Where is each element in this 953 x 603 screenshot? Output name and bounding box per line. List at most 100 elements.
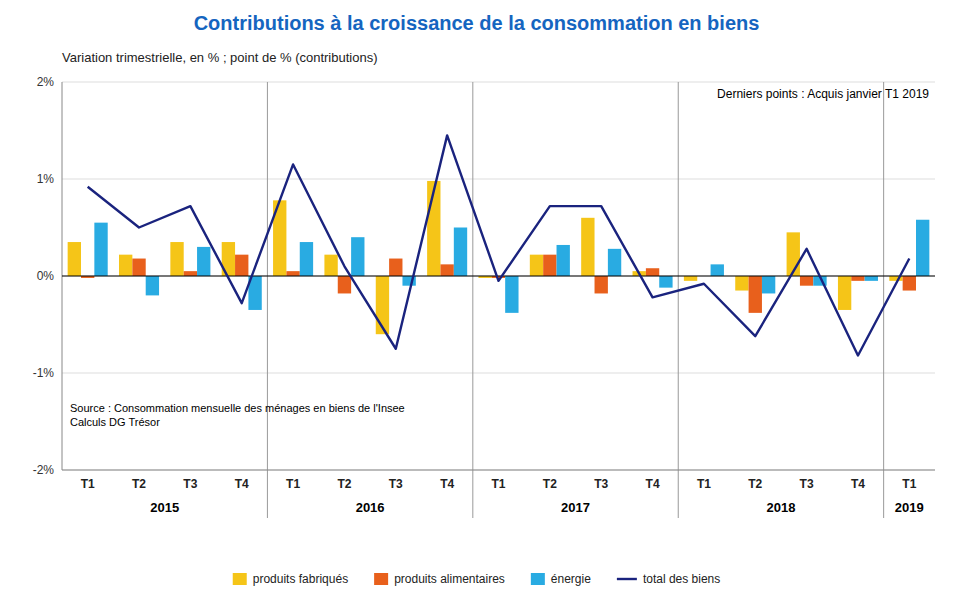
x-axis-line	[62, 470, 935, 471]
x-tick-label: T1	[491, 477, 505, 491]
bar	[170, 242, 183, 276]
legend-label: énergie	[551, 572, 591, 586]
y-tick-label: -1%	[33, 366, 55, 380]
x-tick-label: T3	[800, 477, 814, 491]
bar	[838, 276, 851, 310]
bar	[543, 255, 556, 276]
grid-line	[62, 276, 935, 277]
y-tick-label: 1%	[37, 172, 55, 186]
bar	[557, 245, 570, 276]
bar	[646, 268, 659, 276]
bar	[286, 271, 299, 276]
source-line: Calculs DG Trésor	[70, 416, 160, 428]
subtitle: Variation trimestrielle, en % ; point de…	[62, 50, 378, 65]
bar	[735, 276, 748, 291]
bar	[865, 276, 878, 281]
x-tick-label: T1	[81, 477, 95, 491]
x-tick-label: T4	[235, 477, 249, 491]
bar	[851, 276, 864, 281]
bar	[184, 271, 197, 276]
grid-line	[62, 470, 935, 471]
grid-line	[62, 82, 935, 83]
bar-series	[68, 181, 903, 334]
group-label: 2019	[895, 500, 924, 515]
legend-swatch	[374, 573, 388, 585]
y-tick-label: -2%	[33, 463, 55, 477]
legend-label: total des biens	[643, 572, 720, 586]
legend-swatch	[531, 573, 545, 585]
group-divider	[883, 82, 884, 518]
bar	[146, 276, 159, 295]
page: {"chart_data": { "type": "bar", "title":…	[0, 0, 953, 603]
grid	[62, 82, 935, 470]
group-label: 2016	[356, 500, 385, 515]
group-divider	[678, 82, 679, 518]
bar	[903, 276, 916, 291]
legend-item: produits fabriqués	[233, 572, 348, 586]
x-axis: T1 T2 T3 T4 T1 T2 T3 T4 T1 T2 T3 T4 T1 T2 T3 T4 T1 2015 20…	[81, 477, 924, 515]
bar	[684, 276, 697, 281]
chart: Contributions à la croissance de la cons…	[0, 0, 953, 603]
bar	[800, 276, 813, 286]
bar	[916, 220, 929, 276]
x-tick-label: T1	[697, 477, 711, 491]
source: Source : Consommation mensuelle des ména…	[70, 402, 405, 428]
bar	[530, 255, 543, 276]
x-tick-label: T1	[286, 477, 300, 491]
x-tick-label: T2	[543, 477, 557, 491]
bar	[68, 242, 81, 276]
group-divider	[472, 82, 473, 518]
y-tick-label: 0%	[37, 269, 55, 283]
bar	[351, 237, 364, 276]
x-tick-label: T2	[748, 477, 762, 491]
bar	[749, 276, 762, 313]
bar	[505, 276, 518, 313]
legend: produits fabriqués produits alimentaires é…	[233, 572, 721, 586]
source-line: Source : Consommation mensuelle des ména…	[70, 402, 405, 414]
bar	[300, 242, 313, 276]
legend-item: produits alimentaires	[374, 572, 505, 586]
bar	[659, 276, 672, 288]
y-tick-label: 2%	[37, 75, 55, 89]
title: Contributions à la croissance de la cons…	[194, 12, 760, 34]
bar	[324, 255, 337, 276]
bar	[608, 249, 621, 276]
legend-label: produits fabriqués	[253, 572, 348, 586]
plot-data	[62, 135, 935, 355]
line	[88, 135, 910, 355]
legend-item: énergie	[531, 572, 591, 586]
zero-line	[62, 275, 935, 276]
bar	[197, 247, 210, 276]
x-tick-label: T3	[183, 477, 197, 491]
x-tick-label: T4	[646, 477, 660, 491]
group-divider	[267, 82, 268, 518]
bar	[711, 264, 724, 276]
legend-swatch	[233, 573, 247, 585]
x-tick-label: T3	[389, 477, 403, 491]
x-tick-label: T2	[132, 477, 146, 491]
y-axis: -2% -1% 0% 1% 2%	[33, 75, 62, 477]
x-tick-label: T4	[851, 477, 865, 491]
legend-label: produits alimentaires	[394, 572, 505, 586]
group-label: 2018	[766, 500, 795, 515]
bar	[235, 255, 248, 276]
legend-item: total des biens	[617, 572, 720, 586]
grid-line	[62, 373, 935, 374]
x-tick-label: T3	[594, 477, 608, 491]
x-tick-label: T4	[440, 477, 454, 491]
bar	[338, 276, 351, 293]
group-label: 2017	[561, 500, 590, 515]
bar	[389, 259, 402, 276]
bar	[440, 264, 453, 276]
bar	[94, 223, 107, 276]
bar	[132, 259, 145, 276]
x-tick-label: T2	[337, 477, 351, 491]
grid-line	[62, 179, 935, 180]
bar	[454, 228, 467, 277]
bar	[595, 276, 608, 293]
group-dividers	[267, 82, 883, 518]
annotation: Derniers points : Acquis janvier T1 2019	[717, 87, 929, 101]
x-tick-label: T1	[902, 477, 916, 491]
group-label: 2015	[150, 500, 179, 515]
bar-series	[94, 220, 929, 313]
